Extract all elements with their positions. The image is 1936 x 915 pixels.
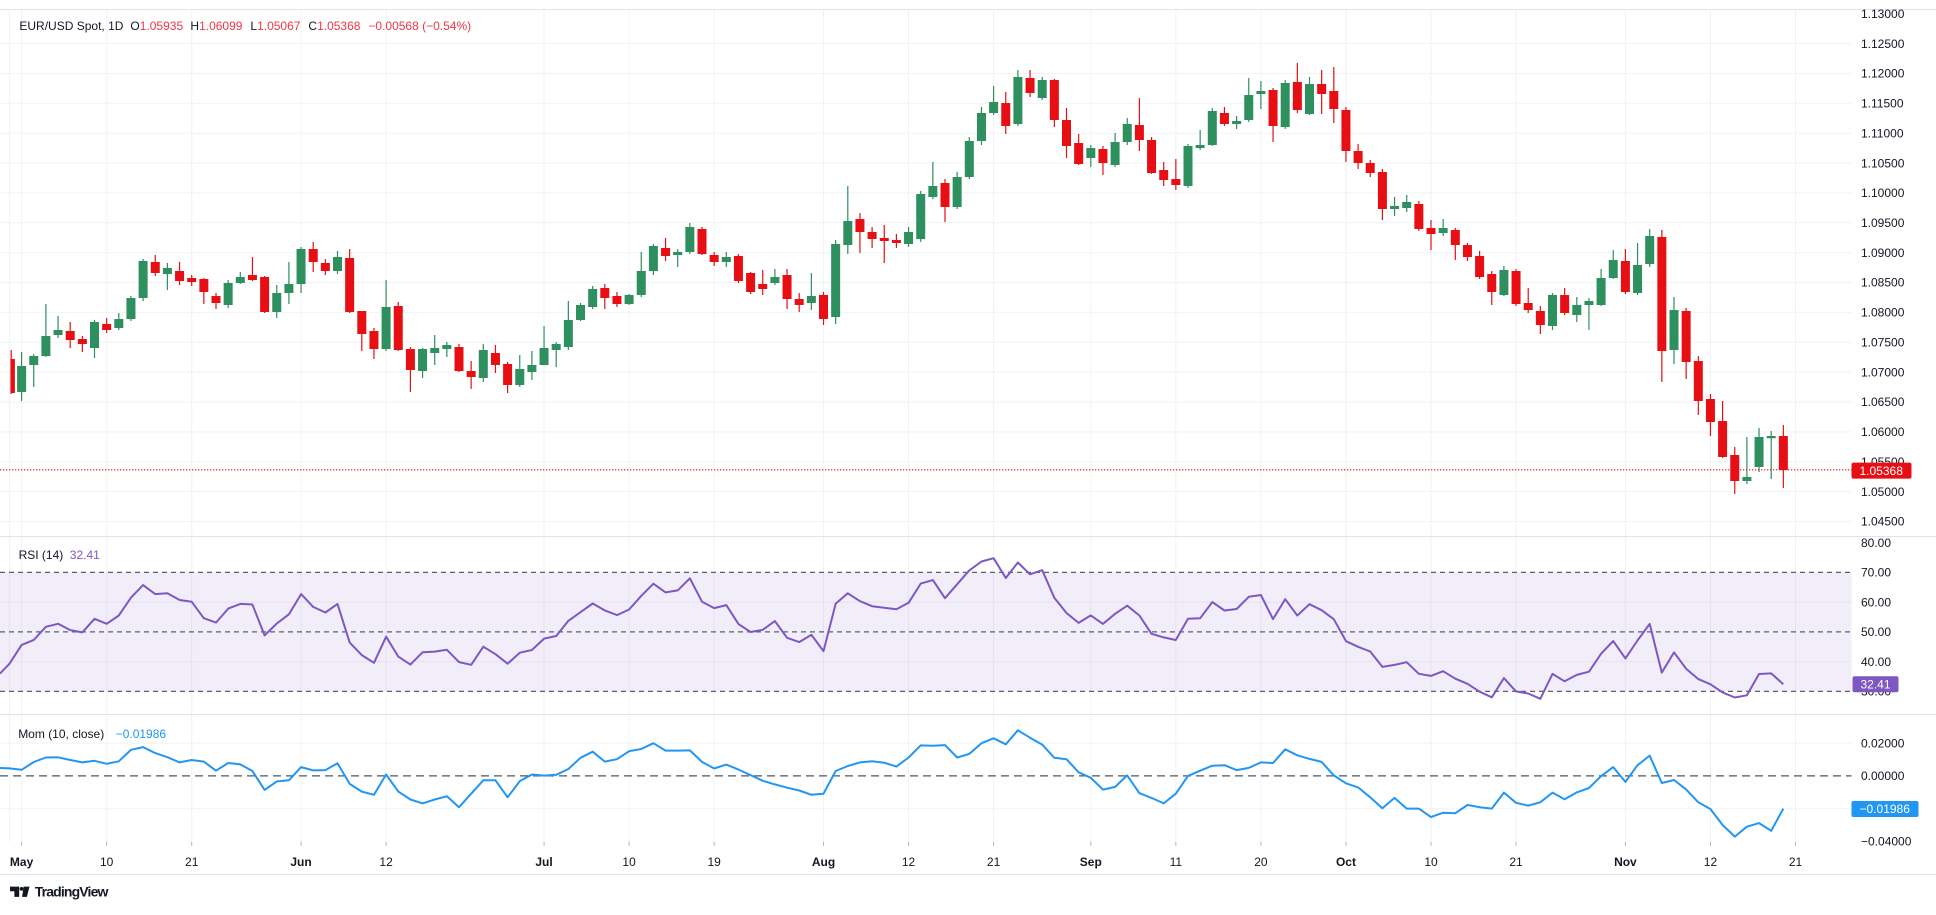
svg-text:Jul: Jul xyxy=(535,855,552,869)
svg-text:Aug: Aug xyxy=(812,855,835,869)
svg-text:−0.00568 (−0.54%): −0.00568 (−0.54%) xyxy=(368,19,471,33)
svg-text:11: 11 xyxy=(1170,855,1183,869)
svg-text:Jun: Jun xyxy=(290,855,311,869)
svg-text:Nov: Nov xyxy=(1614,855,1637,869)
svg-text:RSI (14): RSI (14) xyxy=(19,548,64,562)
svg-text:10: 10 xyxy=(1424,855,1438,869)
svg-text:50.00: 50.00 xyxy=(1861,625,1891,639)
svg-text:−0.01986: −0.01986 xyxy=(1860,802,1911,816)
svg-text:1.06500: 1.06500 xyxy=(1861,395,1905,409)
svg-text:60.00: 60.00 xyxy=(1861,595,1891,609)
svg-text:Oct: Oct xyxy=(1336,855,1356,869)
svg-text:1.10500: 1.10500 xyxy=(1861,156,1905,170)
svg-text:1.07500: 1.07500 xyxy=(1861,336,1905,350)
svg-text:1.10000: 1.10000 xyxy=(1861,186,1905,200)
svg-text:1.08500: 1.08500 xyxy=(1861,276,1905,290)
svg-text:40.00: 40.00 xyxy=(1861,655,1891,669)
svg-text:12: 12 xyxy=(1704,855,1718,869)
svg-text:20: 20 xyxy=(1254,855,1268,869)
svg-text:−0.04000: −0.04000 xyxy=(1861,835,1912,849)
svg-text:1.06000: 1.06000 xyxy=(1861,425,1905,439)
svg-text:1.09000: 1.09000 xyxy=(1861,246,1905,260)
svg-text:21: 21 xyxy=(185,855,199,869)
svg-text:0.02000: 0.02000 xyxy=(1861,736,1905,750)
svg-text:10: 10 xyxy=(100,855,114,869)
svg-text:0.00000: 0.00000 xyxy=(1861,769,1905,783)
svg-text:Sep: Sep xyxy=(1080,855,1102,869)
svg-text:12: 12 xyxy=(379,855,393,869)
svg-text:70.00: 70.00 xyxy=(1861,566,1891,580)
svg-text:1.05368: 1.05368 xyxy=(1860,464,1904,478)
svg-text:19: 19 xyxy=(707,855,721,869)
svg-text:21: 21 xyxy=(987,855,1001,869)
svg-text:1.11000: 1.11000 xyxy=(1861,126,1904,140)
svg-text:10: 10 xyxy=(622,855,636,869)
svg-text:1.04500: 1.04500 xyxy=(1861,515,1905,529)
svg-text:32.41: 32.41 xyxy=(1861,678,1891,692)
svg-text:12: 12 xyxy=(902,855,916,869)
svg-text:21: 21 xyxy=(1789,855,1803,869)
svg-text:EUR/USD Spot, 1D: EUR/USD Spot, 1D xyxy=(19,19,123,33)
svg-text:TradingView: TradingView xyxy=(35,883,109,899)
svg-text:1.11500: 1.11500 xyxy=(1861,97,1904,111)
svg-text:Mom (10, close): Mom (10, close) xyxy=(18,727,104,741)
svg-text:1.09500: 1.09500 xyxy=(1861,216,1905,230)
svg-text:32.41: 32.41 xyxy=(70,548,100,562)
svg-text:L1.05067: L1.05067 xyxy=(250,19,300,33)
svg-text:80.00: 80.00 xyxy=(1861,536,1891,550)
svg-text:−0.01986: −0.01986 xyxy=(116,727,167,741)
svg-text:1.08000: 1.08000 xyxy=(1861,306,1905,320)
svg-text:C1.05368: C1.05368 xyxy=(308,19,360,33)
svg-text:1.13000: 1.13000 xyxy=(1861,7,1905,21)
svg-text:1.07000: 1.07000 xyxy=(1861,365,1905,379)
svg-text:May: May xyxy=(10,855,34,869)
svg-text:H1.06099: H1.06099 xyxy=(190,19,242,33)
svg-text:1.12500: 1.12500 xyxy=(1861,37,1905,51)
svg-text:1.05000: 1.05000 xyxy=(1861,485,1905,499)
svg-text:21: 21 xyxy=(1509,855,1523,869)
svg-text:O1.05935: O1.05935 xyxy=(130,19,183,33)
svg-text:1.12000: 1.12000 xyxy=(1861,67,1905,81)
